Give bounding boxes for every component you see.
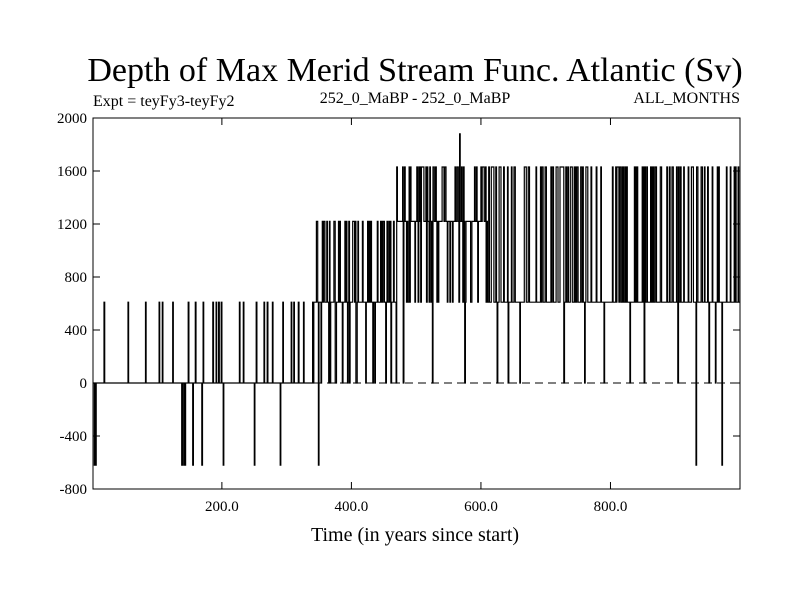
plot-frame [92,117,741,490]
series-line [93,133,740,466]
y-tick-label: -800 [60,482,88,498]
x-tick-label: 800.0 [594,499,628,515]
y-tick-label: 2000 [57,111,87,127]
y-axis: -800 -400 0 400 800 1200 1600 2000 [57,111,740,498]
x-axis: 200.0 400.0 600.0 800.0 [205,118,627,515]
x-axis-label: Time (in years since start) [311,524,519,546]
experiment-label: Expt = teyFy3-teyFy2 [93,93,234,110]
y-tick-label: 800 [65,270,88,286]
y-tick-label: -400 [60,429,88,445]
period-label: 252_0_MaBP - 252_0_MaBP [320,90,511,107]
x-tick-label: 600.0 [464,499,498,515]
season-label: ALL_MONTHS [633,90,740,107]
y-tick-label: 0 [80,376,88,392]
y-tick-label: 1600 [57,164,87,180]
y-tick-label: 1200 [57,217,87,233]
y-tick-label: 400 [65,323,88,339]
chart-title: Depth of Max Merid Stream Func. Atlantic… [87,52,742,89]
x-tick-label: 400.0 [335,499,369,515]
x-tick-label: 200.0 [205,499,239,515]
series-path [93,133,740,466]
